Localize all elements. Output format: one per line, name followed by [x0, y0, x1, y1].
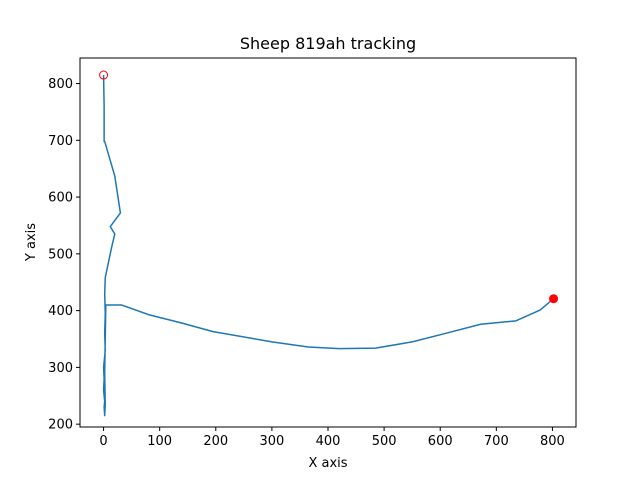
y-axis-label: Y axis: [24, 223, 39, 262]
marker-layer: [99, 70, 559, 304]
x-tick-label: 0: [99, 434, 107, 449]
series-line-0: [102, 75, 555, 417]
x-tick-label: 200: [203, 434, 228, 449]
y-tick-label: 400: [48, 304, 73, 319]
y-axis-ticks: 200 300 400 500 600 700 800: [48, 77, 80, 433]
x-tick-label: 800: [540, 434, 565, 449]
y-tick-label: 800: [48, 77, 73, 92]
y-tick-label: 200: [48, 418, 73, 433]
y-tick-label: 300: [48, 361, 73, 376]
end-marker: [549, 294, 559, 304]
x-tick-label: 600: [428, 434, 453, 449]
y-tick-label: 700: [48, 134, 73, 149]
series-layer: [102, 75, 555, 417]
chart-title: Sheep 819ah tracking: [240, 34, 416, 53]
y-tick-label: 600: [48, 191, 73, 206]
start-marker: [99, 70, 109, 80]
x-tick-label: 300: [259, 434, 284, 449]
x-tick-label: 500: [372, 434, 397, 449]
x-axis-label: X axis: [308, 456, 347, 471]
plot-frame: [79, 57, 577, 428]
x-tick-label: 400: [316, 434, 341, 449]
x-axis-ticks: 0 100 200 300 400 500 600 700 800: [99, 427, 565, 449]
x-tick-label: 700: [484, 434, 509, 449]
x-tick-label: 100: [147, 434, 172, 449]
y-tick-label: 500: [48, 247, 73, 262]
